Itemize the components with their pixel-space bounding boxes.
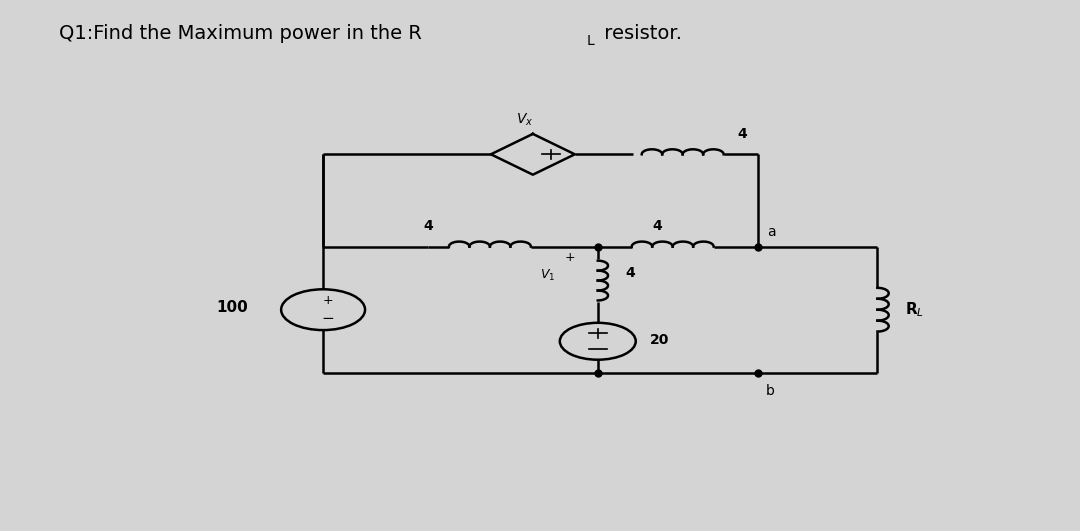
Text: 4: 4 xyxy=(423,219,433,233)
Text: +: + xyxy=(323,295,334,307)
Text: V$_1$: V$_1$ xyxy=(540,268,556,283)
Text: L: L xyxy=(586,34,594,48)
Text: Q1:Find the Maximum power in the R: Q1:Find the Maximum power in the R xyxy=(59,24,422,43)
Text: resistor.: resistor. xyxy=(598,24,683,43)
Text: −: − xyxy=(322,311,335,326)
Text: 20: 20 xyxy=(650,333,670,347)
Text: b: b xyxy=(766,383,774,398)
Text: 100: 100 xyxy=(216,300,248,315)
Text: a: a xyxy=(768,225,777,239)
Text: +: + xyxy=(565,251,576,264)
Text: V$_x$: V$_x$ xyxy=(516,111,534,127)
Text: 4: 4 xyxy=(738,127,747,141)
Text: 4: 4 xyxy=(625,266,635,280)
Text: 4: 4 xyxy=(652,219,663,233)
Text: R$_L$: R$_L$ xyxy=(905,301,924,319)
